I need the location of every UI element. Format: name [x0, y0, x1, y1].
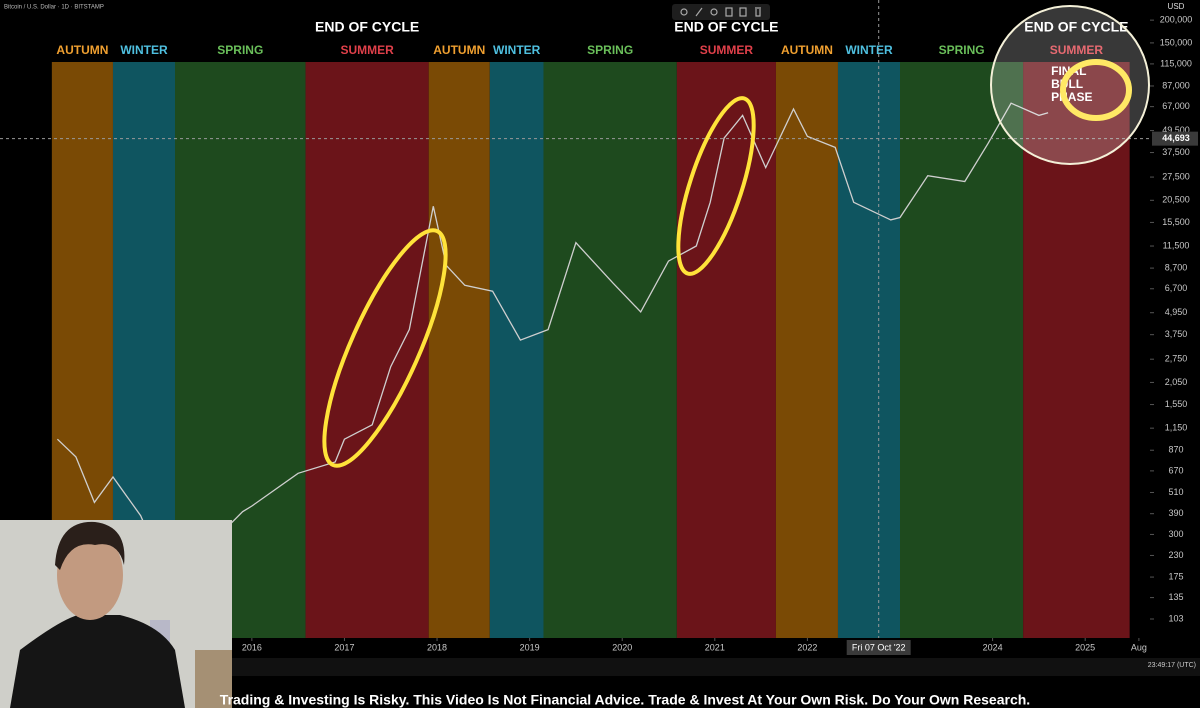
y-tick-label: 1,150 [1165, 423, 1188, 433]
phase-label: WINTER [493, 43, 541, 57]
phase-band [543, 62, 677, 638]
y-tick-label: 150,000 [1160, 37, 1193, 47]
phase-label: SUMMER [700, 43, 754, 57]
disclaimer: Trading & Investing Is Risky. This Video… [220, 692, 1030, 708]
phase-note: BULL [1051, 77, 1083, 91]
x-tick-label: 2020 [612, 642, 632, 652]
y-tick-label: 67,000 [1162, 101, 1190, 111]
currency: USD [1168, 2, 1185, 11]
y-tick-label: 510 [1168, 487, 1183, 497]
y-tick-label: 103 [1168, 613, 1183, 623]
x-tick-label: 2024 [983, 642, 1003, 652]
x-tick-label: 2017 [334, 642, 354, 652]
phase-label: SPRING [939, 43, 985, 57]
x-tick-label: 2025 [1075, 642, 1095, 652]
x-tick-label: Aug [1131, 642, 1147, 652]
cycle-note: END OF CYCLE [1024, 19, 1128, 35]
time-axis [232, 638, 1200, 658]
phase-label: WINTER [120, 43, 168, 57]
y-tick-label: 15,500 [1162, 217, 1190, 227]
cycle-note: END OF CYCLE [674, 19, 778, 35]
x-tick-label: 2019 [520, 642, 540, 652]
y-tick-label: 390 [1168, 508, 1183, 518]
y-tick-label: 1,550 [1165, 399, 1188, 409]
phase-band [489, 62, 544, 638]
phase-label: SPRING [587, 43, 633, 57]
phase-label: AUTUMN [433, 43, 485, 57]
y-tick-label: 8,700 [1165, 262, 1188, 272]
y-tick-label: 11,500 [1163, 240, 1190, 250]
price-label: 44,693 [1162, 133, 1190, 143]
y-tick-label: 115,000 [1160, 58, 1192, 68]
y-tick-label: 49,500 [1162, 125, 1190, 135]
y-tick-label: 670 [1168, 465, 1183, 475]
phase-band [676, 62, 776, 638]
x-tick-label: 2021 [705, 642, 725, 652]
date-label: Fri 07 Oct '22 [852, 642, 906, 652]
status-bar [232, 658, 1200, 676]
y-tick-label: 300 [1168, 529, 1183, 539]
x-tick-label: 2016 [242, 642, 262, 652]
phase-band [428, 62, 490, 638]
phase-label: AUTUMN [56, 43, 108, 57]
y-tick-label: 3,750 [1165, 329, 1188, 339]
y-tick-label: 6,700 [1165, 283, 1188, 293]
phase-band [775, 62, 838, 638]
highlighter-annotations [322, 59, 1132, 468]
price-axis [1150, 0, 1200, 660]
x-tick-label: 2022 [797, 642, 817, 652]
y-tick-label: 230 [1168, 550, 1183, 560]
phase-label: AUTUMN [781, 43, 833, 57]
y-tick-label: 20,500 [1162, 195, 1190, 205]
phase-band [837, 62, 900, 638]
y-tick-label: 135 [1168, 592, 1183, 602]
toolbar-icons [680, 7, 761, 17]
y-tick-label: 4,950 [1165, 307, 1188, 317]
webcam-feed [0, 520, 232, 708]
y-tick-label: 2,750 [1165, 354, 1188, 364]
phase-label: SUMMER [340, 43, 394, 57]
y-tick-label: 27,500 [1162, 171, 1190, 181]
symbol-legend: Bitcoin / U.S. Dollar · 1D · BITSTAMP [4, 5, 104, 11]
y-tick-label: 175 [1168, 571, 1183, 581]
phase-band [305, 62, 429, 638]
date-label-box [846, 640, 911, 655]
phase-band [900, 62, 1024, 638]
y-tick-label: 87,000 [1162, 80, 1190, 90]
y-tick-label: 37,500 [1162, 147, 1190, 157]
y-tick-label: 870 [1168, 445, 1183, 455]
phase-label: SPRING [217, 43, 263, 57]
cycle-note: END OF CYCLE [315, 19, 419, 35]
phase-label: SUMMER [1050, 43, 1104, 57]
price-label-box [1152, 131, 1198, 146]
clock: 23:49:17 (UTC) [1148, 662, 1196, 669]
focus-circle [990, 5, 1150, 165]
y-tick-label: 2,050 [1165, 377, 1188, 387]
x-tick-label: 2018 [427, 642, 447, 652]
y-tick-label: 200,000 [1160, 15, 1193, 25]
phase-label: WINTER [845, 43, 893, 57]
price-line [56, 102, 1049, 560]
